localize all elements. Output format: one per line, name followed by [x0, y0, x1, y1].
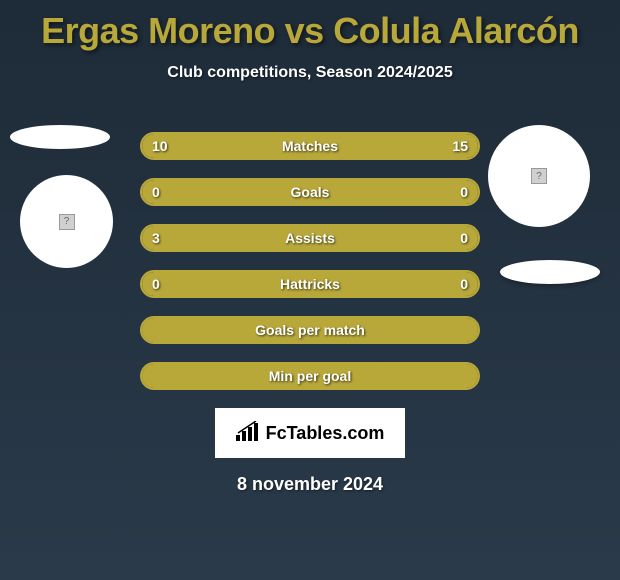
stat-bar-row: Goals per match	[140, 316, 480, 344]
bar-label: Goals	[291, 184, 330, 200]
placeholder-icon: ?	[59, 214, 75, 230]
placeholder-icon: ?	[531, 168, 547, 184]
player-left-avatar: ?	[20, 175, 113, 268]
bar-label: Matches	[282, 138, 338, 154]
bar-label: Assists	[285, 230, 335, 246]
bar-value-right: 0	[460, 230, 468, 246]
bar-label: Min per goal	[269, 368, 351, 384]
bar-label: Hattricks	[280, 276, 340, 292]
bar-value-right: 0	[460, 184, 468, 200]
bar-value-left: 3	[152, 230, 160, 246]
bar-fill-left	[142, 180, 310, 204]
bar-fill-right	[310, 180, 478, 204]
stat-bar-row: 10 15 Matches	[140, 132, 480, 160]
ellipse-bottom-right	[500, 260, 600, 284]
bar-label: Goals per match	[255, 322, 365, 338]
page-subtitle: Club competitions, Season 2024/2025	[0, 64, 620, 82]
stat-bar-row: Min per goal	[140, 362, 480, 390]
stat-bar-row: 0 0 Goals	[140, 178, 480, 206]
bar-fill-left	[142, 226, 404, 250]
logo-text: FcTables.com	[266, 423, 385, 444]
ellipse-top-left	[10, 125, 110, 149]
bar-value-right: 0	[460, 276, 468, 292]
stats-bars-container: 10 15 Matches 0 0 Goals 3 0 Assists 0 0 Hattricks Go…	[140, 132, 480, 390]
bar-value-right: 15	[452, 138, 468, 154]
page-date: 8 november 2024	[0, 474, 620, 495]
page-title: Ergas Moreno vs Colula Alarcón	[0, 0, 620, 52]
stat-bar-row: 3 0 Assists	[140, 224, 480, 252]
logo-chart-icon	[236, 421, 260, 446]
fctables-logo: FcTables.com	[215, 408, 405, 458]
player-right-avatar: ?	[488, 125, 590, 227]
bar-value-left: 0	[152, 184, 160, 200]
stat-bar-row: 0 0 Hattricks	[140, 270, 480, 298]
bar-value-left: 0	[152, 276, 160, 292]
bar-value-left: 10	[152, 138, 168, 154]
